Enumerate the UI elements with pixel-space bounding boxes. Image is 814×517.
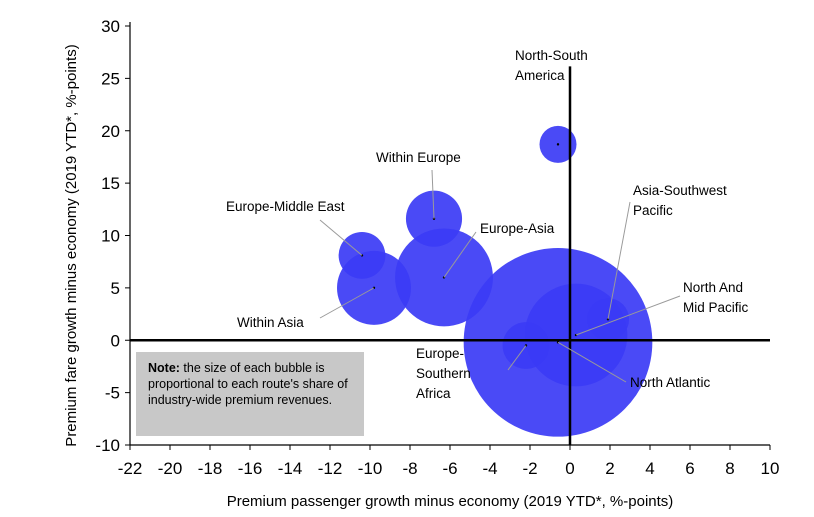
bubbles-layer — [337, 125, 653, 437]
x-tick-label-11: 0 — [565, 459, 574, 478]
bubble-label-7-line-2: Africa — [416, 386, 451, 401]
bubble-label-2-line-0: Europe-Middle East — [226, 199, 345, 214]
bubble-label-6: North And Mid Pacific — [683, 280, 749, 315]
bubble-label-0-line-1: America — [515, 68, 565, 83]
bubble-label-8: North Atlantic — [630, 375, 711, 390]
bubble-label-5: Asia-Southwest Pacific — [633, 183, 727, 218]
bubble-label-4: Within Asia — [237, 315, 304, 330]
bubble-label-8-line-0: North Atlantic — [630, 375, 711, 390]
x-tick-label-9: -4 — [482, 459, 497, 478]
bubble-label-3-line-0: Europe-Asia — [480, 221, 555, 236]
bubble-center-0 — [556, 143, 560, 146]
leader-line-7 — [507, 345, 527, 371]
y-tick-label-8: -10 — [95, 436, 120, 455]
x-tick-label-14: 6 — [685, 459, 694, 478]
leader-line-4 — [319, 287, 375, 319]
x-tick-label-3: -16 — [238, 459, 263, 478]
bubble-label-6-line-0: North And — [683, 280, 743, 295]
leader-line-6 — [575, 295, 681, 336]
x-tick-label-13: 4 — [645, 459, 654, 478]
x-tick-label-15: 8 — [725, 459, 734, 478]
y-tick-label-0: 30 — [101, 17, 120, 36]
x-tick-label-1: -20 — [158, 459, 183, 478]
note-box: Note: the size of each bubble is proport… — [136, 352, 364, 436]
bubble-label-7-line-1: Southern — [416, 366, 471, 381]
y-tick-label-4: 10 — [101, 227, 120, 246]
x-axis-title: Premium passenger growth minus economy (… — [227, 493, 674, 510]
x-tick-label-6: -10 — [358, 459, 383, 478]
y-tick-label-1: 25 — [101, 69, 120, 88]
bubble-label-7-line-0: Europe- — [416, 346, 464, 361]
leader-line-3 — [443, 231, 477, 278]
note-text: the size of each bubble is proportional … — [148, 361, 348, 407]
y-tick-label-2: 20 — [101, 122, 120, 141]
y-tick-label-5: 5 — [111, 279, 120, 298]
leader-line-8 — [557, 341, 627, 383]
bubble-label-5-line-0: Asia-Southwest — [633, 183, 727, 198]
note-bold-label: Note: — [148, 361, 180, 375]
axes-layer: -22 -20 -18 -16 -14 -12 -10 -8 -6 -4 -2 0 2 4 6 8 103025… — [95, 17, 779, 478]
bubble-label-3: Europe-Asia — [480, 221, 555, 236]
leader-line-1 — [431, 169, 435, 219]
bubble-label-5-line-1: Pacific — [633, 203, 673, 218]
y-axis-title: Premium fare growth minus economy (2019 … — [63, 44, 80, 446]
leader-line-5 — [607, 201, 631, 320]
bubble-label-0-line-0: North-South — [515, 48, 588, 63]
x-tick-label-0: -22 — [118, 459, 143, 478]
x-tick-label-8: -6 — [442, 459, 457, 478]
x-tick-label-5: -12 — [318, 459, 343, 478]
bubble-label-0: North-South America — [515, 48, 588, 83]
leader-lines-layer — [319, 169, 681, 383]
bubble-label-1-line-0: Within Europe — [376, 150, 461, 165]
x-tick-label-7: -8 — [402, 459, 417, 478]
bubble-label-6-line-1: Mid Pacific — [683, 300, 749, 315]
x-tick-label-2: -18 — [198, 459, 223, 478]
bubble-label-2: Europe-Middle East — [226, 199, 345, 214]
bubble-label-1: Within Europe — [376, 150, 461, 165]
bubble-label-7: Europe- Southern Africa — [416, 346, 471, 401]
x-tick-label-10: -2 — [522, 459, 537, 478]
x-tick-label-12: 2 — [605, 459, 614, 478]
bubble-label-4-line-0: Within Asia — [237, 315, 304, 330]
leader-line-2 — [319, 219, 363, 256]
x-tick-label-4: -14 — [278, 459, 303, 478]
y-tick-label-6: 0 — [111, 331, 120, 350]
y-tick-label-7: -5 — [105, 384, 120, 403]
y-tick-label-3: 15 — [101, 174, 120, 193]
x-tick-label-16: 10 — [761, 459, 780, 478]
